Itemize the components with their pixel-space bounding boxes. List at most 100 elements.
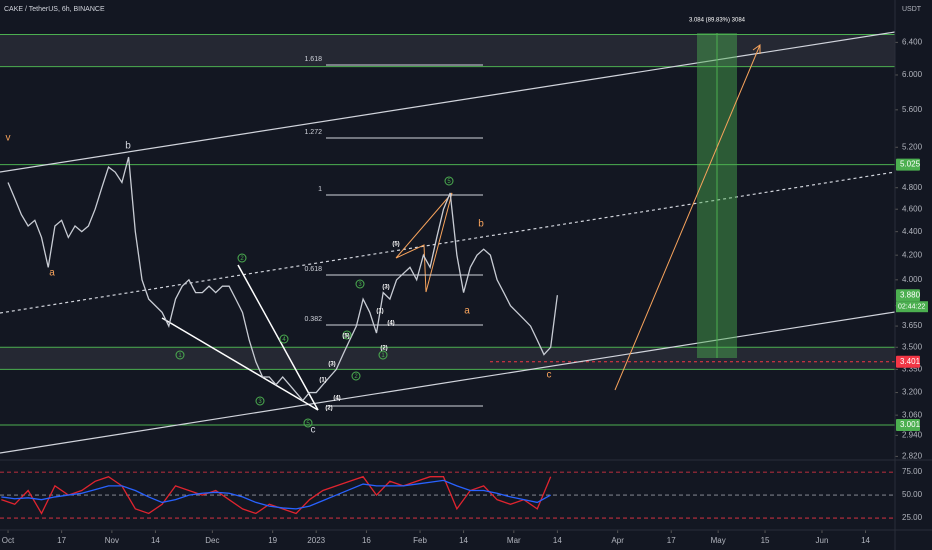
price-label: 3.880 — [900, 290, 921, 299]
y-tick-label: 3.650 — [902, 321, 923, 330]
channel-top — [0, 31, 896, 173]
zone — [0, 34, 895, 67]
wave-circle — [378, 350, 388, 360]
x-tick-label: 2023 — [307, 536, 325, 545]
wave-circle — [342, 330, 352, 340]
wave-label: 1 — [178, 353, 182, 359]
x-tick-label: 17 — [667, 536, 676, 545]
x-tick-label: 14 — [553, 536, 562, 545]
fib-label: 1.618 — [304, 56, 322, 63]
wave-label: (2) — [380, 346, 387, 352]
wave-label: c — [311, 425, 316, 436]
x-tick-label: 16 — [362, 536, 371, 545]
zones — [0, 34, 895, 426]
chart-title: CAKE / TetherUS, 6h, BINANCE — [4, 6, 105, 13]
series-line — [7, 156, 559, 402]
wave-label: (5) — [392, 242, 399, 248]
wave-label: (2) — [325, 406, 332, 412]
zigzag — [395, 192, 453, 293]
currency: USDT — [902, 6, 922, 13]
y-tick-label: 3.350 — [902, 365, 923, 374]
y-tick-label: 6.000 — [902, 70, 923, 79]
wave-circle — [303, 418, 313, 428]
wave-label: 4 — [282, 337, 286, 343]
y-tick-label: 5.600 — [902, 105, 923, 114]
wave-label: a — [49, 268, 55, 279]
fib-label: 1.272 — [304, 129, 322, 136]
y-tick-label: 4.400 — [902, 227, 923, 236]
x-tick-label: 15 — [761, 536, 770, 545]
x-tick-label: May — [711, 536, 726, 545]
price-label-bg — [896, 158, 920, 171]
wave-label: (5) — [342, 334, 349, 340]
wave-label: (3) — [382, 285, 389, 291]
wave-circle — [255, 396, 265, 406]
projection-arrow — [614, 44, 761, 391]
zone — [0, 347, 895, 370]
y-tick-label: 3.500 — [902, 342, 923, 351]
price-label: 3.401 — [900, 357, 921, 366]
x-tick-label: 19 — [268, 536, 277, 545]
y-tick-label: 25.00 — [902, 513, 923, 522]
wave-label: (3) — [328, 362, 335, 368]
countdown-bg — [896, 301, 928, 313]
price-label-bg — [896, 289, 920, 302]
y-tick-label: 5.200 — [902, 142, 923, 151]
wave-label: (1) — [319, 378, 326, 384]
wave-label: (4) — [387, 321, 394, 327]
y-tick-label: 4.000 — [902, 275, 923, 284]
fib-label: 0.382 — [304, 316, 322, 323]
x-tick-label: 14 — [459, 536, 468, 545]
fib-label: 1 — [318, 186, 322, 193]
plot: 6.400 6.000 5.600 5.200 4.800 4.600 4.400 4.200… — [0, 37, 928, 545]
channel-bottom — [0, 311, 896, 454]
y-tick-label: 6.400 — [902, 37, 923, 46]
wave-circle — [444, 176, 454, 186]
wave-label: b — [478, 219, 484, 230]
wave-label: 1 — [381, 353, 385, 359]
price-label: 3.001 — [900, 420, 921, 429]
channel-mid — [0, 171, 896, 314]
wave-circle — [351, 371, 361, 381]
wave-label: 2 — [354, 374, 358, 380]
wedge-line — [161, 317, 319, 411]
wedge-line — [237, 264, 319, 411]
x-tick-label: 17 — [57, 536, 66, 545]
wave-label: 3 — [358, 282, 362, 288]
y-tick-label: 3.060 — [902, 410, 923, 419]
y-tick-label: 4.600 — [902, 204, 923, 213]
price-label: 5.025 — [900, 160, 921, 169]
x-tick-label: Oct — [2, 536, 15, 545]
wave-label: (4) — [333, 396, 340, 402]
wave-label: (1) — [376, 309, 383, 315]
y-tick-label: 4.800 — [902, 183, 923, 192]
price-label-bg — [896, 418, 920, 431]
y-tick-label: 4.200 — [902, 250, 923, 259]
wave-label: 2 — [240, 256, 244, 262]
wave-circle — [279, 334, 289, 344]
fib: 1.618 1.272 1 0.618 0.382 — [304, 56, 483, 407]
wave-label: a — [464, 306, 470, 317]
wave-label: 3 — [258, 399, 262, 405]
arrow-head — [752, 44, 761, 54]
target-label: 3.084 (89.83%) 3084 — [689, 18, 746, 24]
x-tick-label: Feb — [413, 536, 427, 545]
wave-label: 4 — [345, 333, 349, 339]
series-line — [1, 479, 551, 510]
countdown: 02:44:22 — [898, 304, 925, 311]
x-tick-label: 14 — [151, 536, 160, 545]
x-tick-label: Apr — [611, 536, 624, 545]
x-tick-label: Mar — [507, 536, 521, 545]
x-tick-label: Dec — [205, 536, 219, 545]
y-tick-label: 2.940 — [902, 430, 923, 439]
wave-circle — [175, 350, 185, 360]
wave-circle — [355, 279, 365, 289]
wave-label: 5 — [447, 179, 451, 185]
x-tick-label: 14 — [861, 536, 870, 545]
x-tick-label: Jun — [816, 536, 829, 545]
y-tick-label: 75.00 — [902, 467, 923, 476]
x-tick-label: Nov — [105, 536, 119, 545]
price-label-bg — [896, 355, 920, 368]
y-tick-label: 2.820 — [902, 452, 923, 461]
